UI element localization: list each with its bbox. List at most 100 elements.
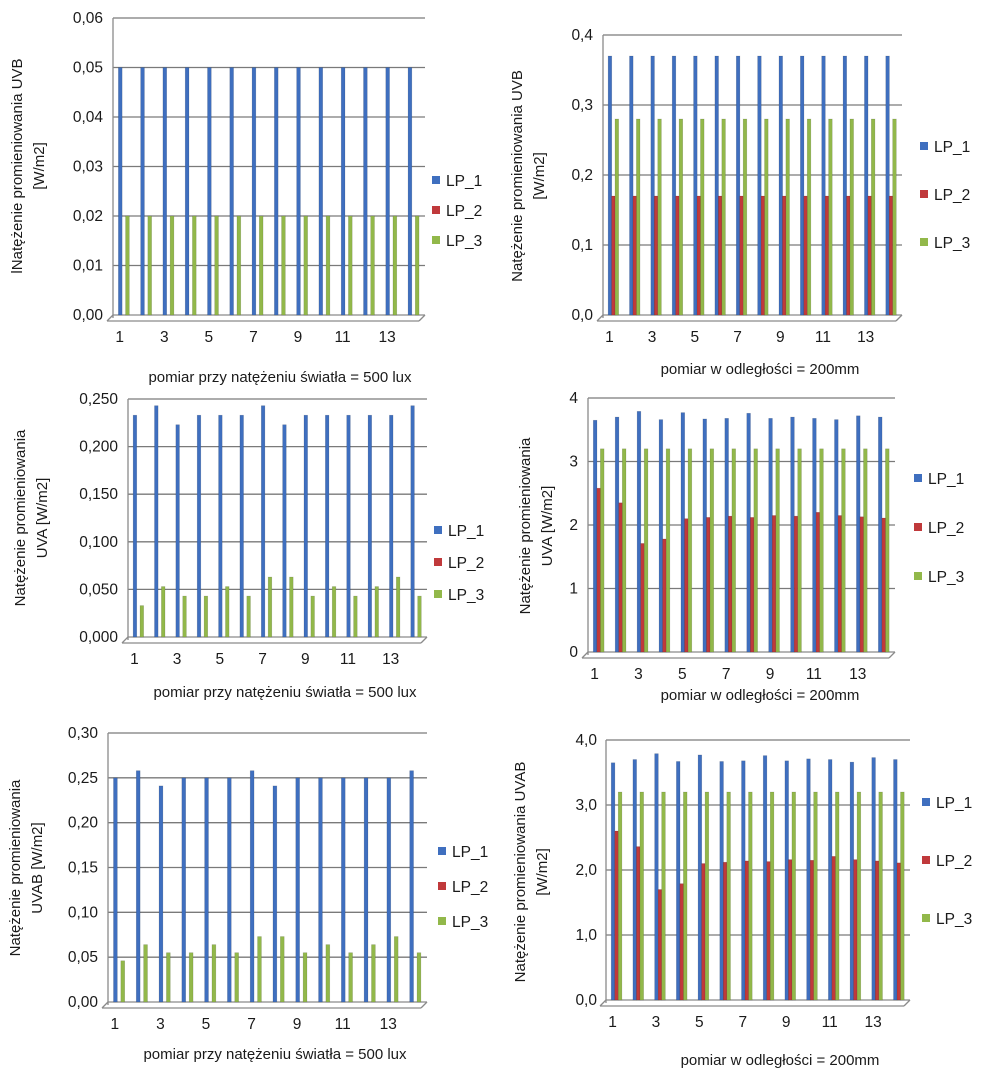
bar-lp1 — [592, 419, 598, 653]
bar-lp1 — [274, 67, 279, 316]
legend-swatch — [438, 847, 446, 855]
bar-lp1 — [363, 67, 368, 316]
bar-lp2 — [874, 860, 880, 1001]
bar-lp3 — [764, 118, 769, 316]
bar-lp2 — [824, 195, 830, 316]
bar-lp1 — [318, 67, 324, 316]
bar-lp3 — [370, 215, 375, 316]
y-tick-label: 0 — [569, 644, 578, 661]
bar-lp2 — [618, 502, 623, 653]
bar-lp2 — [640, 543, 645, 653]
bar-lp2 — [760, 195, 766, 316]
bar-lp3 — [704, 791, 710, 1001]
bar-lp3 — [348, 952, 353, 1003]
bar-lp3 — [878, 791, 883, 1001]
x-tick-label: 7 — [247, 1016, 256, 1033]
bar-lp2 — [636, 846, 641, 1001]
legend-swatch — [920, 190, 928, 198]
bar-lp3 — [416, 952, 422, 1003]
bar-lp3 — [657, 118, 662, 316]
bar-lp2 — [653, 195, 659, 316]
bar-lp3 — [161, 586, 166, 638]
bar-lp3 — [726, 791, 731, 1001]
legend-label: LP_3 — [928, 569, 964, 586]
bar-lp1 — [132, 414, 138, 638]
y-tick-label: 0,100 — [79, 534, 118, 551]
bar-lp1 — [614, 416, 620, 653]
y-axis-title: UVA [W/m2] — [539, 486, 556, 567]
legend-swatch — [432, 176, 440, 184]
bar-lp3 — [120, 960, 126, 1003]
bar-lp3 — [147, 215, 152, 316]
bar-lp3 — [639, 791, 644, 1001]
bar-lp2 — [846, 195, 851, 316]
bar-lp3 — [614, 118, 619, 316]
bar-lp2 — [744, 860, 749, 1001]
bar-lp1 — [140, 67, 145, 316]
x-tick-label: 9 — [776, 329, 785, 346]
y-tick-label: 4 — [569, 390, 578, 407]
bar-lp2 — [809, 859, 815, 1001]
legend-label: LP_2 — [934, 187, 970, 204]
bar-lp1 — [842, 55, 847, 316]
x-tick-label: 9 — [766, 666, 775, 683]
bar-lp3 — [617, 791, 623, 1001]
legend-label: LP_3 — [446, 233, 482, 250]
bar-lp3 — [374, 586, 379, 638]
bar-lp3 — [687, 448, 693, 653]
y-tick-label: 0,03 — [73, 159, 103, 176]
bar-lp3 — [280, 936, 285, 1003]
bar-lp2 — [632, 195, 637, 316]
x-tick-label: 1 — [115, 329, 124, 346]
axis-depth — [418, 314, 426, 322]
bar-lp1 — [341, 777, 346, 1003]
bar-lp1 — [249, 770, 255, 1003]
bar-lp1 — [800, 55, 805, 316]
bar-lp2 — [596, 487, 601, 653]
bar-lp1 — [135, 770, 141, 1003]
bar-lp3 — [661, 791, 666, 1001]
y-tick-label: 0,05 — [73, 60, 103, 77]
axis-depth — [888, 651, 896, 659]
y-tick-label: 0,20 — [68, 815, 99, 832]
bar-lp1 — [885, 55, 890, 316]
x-tick-label: 1 — [130, 651, 139, 668]
bar-lp2 — [701, 863, 706, 1001]
bar-lp2 — [881, 517, 886, 653]
bar-lp3 — [353, 595, 358, 638]
bar-lp1 — [318, 777, 323, 1003]
bar-lp1 — [790, 416, 795, 653]
bar-lp3 — [797, 448, 802, 653]
legend-label: LP_3 — [448, 587, 484, 604]
bar-lp1 — [410, 405, 415, 638]
bar-lp1 — [162, 67, 168, 316]
bar-lp1 — [629, 55, 634, 316]
axis-depth — [420, 1001, 428, 1009]
bar-lp3 — [234, 952, 239, 1003]
legend-label: LP_2 — [446, 203, 482, 220]
y-axis-title: Natężenie promieniowania UVAB — [512, 762, 529, 983]
legend-swatch — [434, 526, 442, 534]
bar-lp2 — [696, 195, 701, 316]
legend-swatch — [914, 523, 922, 531]
bar-lp1 — [325, 414, 330, 638]
x-axis-title: pomiar w odległości = 200mm — [681, 1052, 880, 1069]
bar-lp2 — [718, 195, 723, 316]
bar-lp1 — [296, 67, 301, 316]
y-axis-title: Natężenie promieniowania UVB — [509, 70, 526, 282]
x-tick-label: 11 — [806, 666, 822, 683]
axis-depth — [596, 314, 604, 322]
bar-lp2 — [706, 517, 711, 653]
legend-label: LP_1 — [446, 173, 482, 190]
bar-lp2 — [793, 515, 799, 653]
y-axis-title: Natężenie promieniowania — [517, 437, 534, 614]
bar-lp1 — [812, 418, 817, 653]
bar-lp3 — [871, 118, 876, 316]
bar-lp3 — [892, 118, 897, 316]
bar-lp1 — [806, 758, 811, 1001]
bar-lp1 — [714, 55, 719, 316]
bar-lp2 — [722, 861, 728, 1001]
